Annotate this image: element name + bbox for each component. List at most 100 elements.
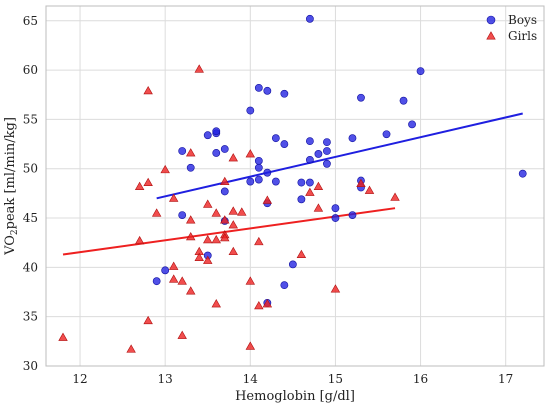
point-girls-26 (211, 299, 221, 308)
point-girls-11 (168, 193, 179, 202)
point-girls-15 (186, 215, 196, 224)
point-girls-30 (220, 176, 230, 186)
point-girls-19 (194, 252, 204, 261)
point-boys-33 (305, 178, 314, 187)
point-boys-29 (297, 195, 306, 204)
point-girls-16 (186, 231, 196, 241)
point-boys-26 (280, 140, 289, 148)
point-boys-2 (178, 211, 187, 219)
point-boys-27 (280, 281, 289, 290)
legend-item-girls: Girls (486, 29, 537, 43)
point-boys-3 (178, 147, 187, 155)
point-boys-48 (408, 120, 416, 129)
point-boys-6 (203, 131, 212, 140)
grid (46, 6, 544, 367)
point-girls-46 (313, 181, 324, 190)
x-tick-label-15: 15 (328, 372, 343, 386)
point-girls-0 (58, 332, 68, 341)
point-girls-23 (203, 255, 213, 264)
legend-boys-marker (486, 15, 496, 25)
point-boys-47 (399, 96, 408, 105)
plot-frame (45, 5, 545, 367)
fit-line-boys (156, 112, 523, 200)
point-girls-7 (151, 208, 162, 217)
point-girls-33 (228, 206, 238, 215)
point-girls-22 (203, 199, 213, 208)
point-girls-36 (245, 341, 256, 350)
x-tick-label-13: 13 (158, 372, 173, 386)
point-girls-1 (126, 344, 136, 353)
point-girls-45 (313, 203, 324, 212)
point-boys-14 (246, 177, 255, 186)
y-tick-label-35: 35 (23, 310, 38, 324)
point-boys-41 (348, 211, 357, 219)
point-boys-43 (357, 93, 365, 102)
fit-line-girls (62, 207, 396, 256)
point-boys-38 (323, 147, 331, 155)
point-boys-9 (212, 149, 221, 157)
point-girls-20 (194, 64, 204, 73)
point-boys-8 (212, 127, 221, 136)
point-boys-13 (246, 106, 255, 115)
legend-item-boys: Boys (486, 13, 537, 27)
point-girls-17 (186, 148, 196, 157)
point-boys-17 (254, 83, 263, 92)
y-tick-label-65: 65 (23, 14, 38, 28)
point-girls-29 (220, 215, 230, 224)
point-boys-10 (220, 187, 229, 196)
x-tick-label-12: 12 (72, 372, 87, 386)
point-girls-5 (143, 177, 153, 186)
point-boys-36 (323, 138, 331, 147)
point-girls-31 (228, 246, 238, 256)
point-girls-24 (211, 208, 221, 217)
y-axis-title: VO2peak [ml/min/kg] (3, 117, 20, 256)
point-girls-35 (237, 207, 247, 216)
x-tick-label-17: 17 (498, 372, 513, 386)
point-girls-21 (203, 234, 213, 244)
x-tick-label-16: 16 (413, 372, 428, 386)
y-tick-label-60: 60 (23, 63, 38, 77)
point-girls-50 (390, 192, 400, 201)
point-boys-18 (254, 175, 263, 184)
point-girls-4 (143, 315, 153, 325)
point-boys-42 (348, 134, 357, 143)
point-girls-34 (228, 153, 238, 162)
point-girls-10 (168, 274, 179, 283)
point-boys-0 (152, 277, 161, 286)
point-boys-12 (220, 145, 229, 153)
point-boys-1 (161, 266, 170, 275)
point-boys-31 (305, 14, 314, 23)
point-girls-43 (296, 249, 307, 258)
point-girls-14 (186, 286, 196, 295)
point-girls-40 (254, 301, 264, 310)
y-tick-label-50: 50 (23, 162, 38, 176)
point-boys-39 (331, 204, 340, 213)
point-boys-19 (263, 86, 272, 95)
x-tick-label-14: 14 (243, 372, 259, 386)
y-tick-label-45: 45 (23, 211, 38, 225)
point-girls-41 (262, 195, 273, 204)
legend-girls-marker (486, 31, 496, 40)
point-boys-25 (280, 89, 289, 98)
point-boys-24 (271, 177, 280, 186)
point-boys-35 (314, 150, 323, 158)
regression-lines (62, 112, 523, 256)
point-girls-48 (356, 178, 366, 187)
y-tick-label-55: 55 (23, 112, 38, 126)
point-boys-32 (305, 137, 314, 146)
point-boys-28 (288, 260, 297, 269)
point-girls-37 (245, 276, 256, 285)
point-boys-15 (254, 156, 263, 165)
point-boys-16 (254, 163, 263, 172)
x-axis-title: Hemoglobin [g/dl] (235, 389, 355, 404)
legend-girls-label: Girls (508, 29, 537, 43)
point-boys-46 (382, 130, 391, 139)
point-girls-39 (254, 236, 264, 246)
point-girls-3 (134, 181, 145, 190)
point-girls-2 (134, 235, 145, 245)
point-boys-49 (416, 67, 425, 75)
point-girls-28 (220, 232, 230, 242)
point-boys-40 (331, 214, 340, 222)
data-points (58, 14, 527, 353)
